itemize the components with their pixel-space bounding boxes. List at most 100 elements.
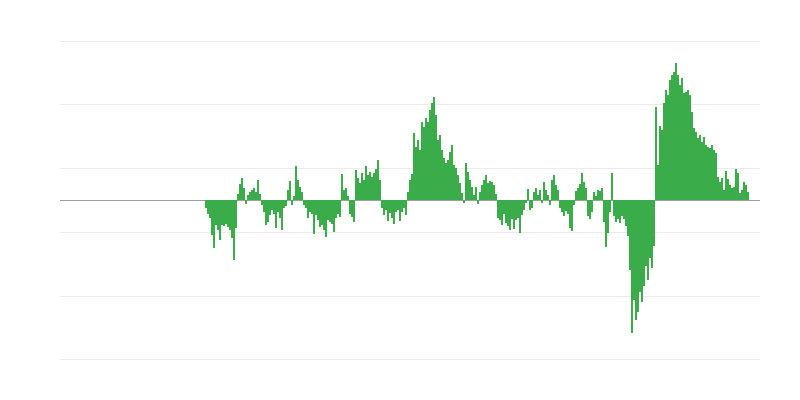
bar bbox=[677, 75, 679, 200]
bar bbox=[549, 200, 551, 205]
bar bbox=[353, 200, 355, 222]
bar bbox=[543, 182, 545, 200]
bar bbox=[575, 191, 577, 200]
bar bbox=[265, 200, 267, 225]
bar bbox=[665, 90, 667, 200]
gridline bbox=[60, 359, 760, 360]
bar bbox=[239, 184, 241, 200]
gridline bbox=[60, 232, 760, 233]
bar bbox=[359, 183, 361, 200]
bar bbox=[461, 193, 463, 200]
bar bbox=[697, 138, 699, 200]
bar bbox=[337, 200, 339, 214]
gridline bbox=[60, 104, 760, 105]
bar bbox=[565, 200, 567, 211]
bar bbox=[405, 200, 407, 215]
bar bbox=[685, 92, 687, 200]
bar bbox=[379, 180, 381, 200]
bar bbox=[431, 103, 433, 200]
bar bbox=[325, 200, 327, 237]
bar bbox=[293, 196, 295, 200]
bar bbox=[211, 200, 213, 235]
bar bbox=[661, 130, 663, 200]
bar bbox=[531, 200, 533, 208]
bar bbox=[407, 192, 409, 200]
bar bbox=[535, 188, 537, 200]
bar bbox=[327, 200, 329, 220]
bar bbox=[321, 200, 323, 225]
bar bbox=[725, 171, 727, 200]
bar bbox=[319, 200, 321, 227]
bar bbox=[585, 188, 587, 200]
bar bbox=[261, 200, 263, 205]
bar bbox=[537, 195, 539, 200]
bar bbox=[599, 191, 601, 200]
bar bbox=[351, 200, 353, 217]
bar bbox=[423, 127, 425, 200]
bar bbox=[389, 200, 391, 213]
bar bbox=[699, 135, 701, 200]
bar bbox=[281, 200, 283, 230]
bar bbox=[243, 188, 245, 200]
bar bbox=[573, 200, 575, 205]
bar bbox=[687, 90, 689, 200]
bar bbox=[221, 200, 223, 225]
bar bbox=[735, 169, 737, 200]
bar bbox=[463, 200, 465, 203]
bar bbox=[501, 200, 503, 225]
bar bbox=[525, 200, 527, 203]
bar bbox=[587, 200, 589, 216]
bar bbox=[559, 200, 561, 208]
bar bbox=[459, 183, 461, 200]
bar bbox=[465, 163, 467, 200]
bar bbox=[603, 200, 605, 222]
bar bbox=[513, 200, 515, 229]
bar bbox=[539, 190, 541, 200]
bar bbox=[627, 200, 629, 236]
bar bbox=[391, 200, 393, 218]
bar bbox=[591, 200, 593, 212]
bar bbox=[547, 195, 549, 200]
bar bbox=[571, 200, 573, 231]
bar bbox=[421, 122, 423, 200]
bar bbox=[715, 153, 717, 200]
bar bbox=[527, 189, 529, 200]
bar bbox=[723, 190, 725, 200]
bar bbox=[707, 147, 709, 200]
bar bbox=[651, 200, 653, 268]
bar bbox=[249, 192, 251, 200]
bar bbox=[441, 150, 443, 200]
bar bbox=[647, 200, 649, 280]
bar bbox=[659, 126, 661, 200]
bar bbox=[569, 200, 571, 228]
bar bbox=[621, 200, 623, 216]
bar bbox=[289, 181, 291, 200]
bar bbox=[473, 195, 475, 200]
bar bbox=[669, 80, 671, 200]
bar bbox=[451, 145, 453, 200]
bar bbox=[413, 133, 415, 200]
bar bbox=[237, 194, 239, 200]
bar bbox=[339, 200, 341, 217]
bar bbox=[439, 135, 441, 200]
bar bbox=[485, 175, 487, 200]
bar bbox=[489, 181, 491, 200]
bar bbox=[593, 192, 595, 200]
bar bbox=[625, 200, 627, 226]
bar bbox=[615, 200, 617, 222]
bar bbox=[479, 192, 481, 200]
bar bbox=[747, 192, 749, 200]
bar bbox=[449, 152, 451, 200]
bar bbox=[491, 182, 493, 200]
bar bbox=[577, 188, 579, 200]
bar bbox=[611, 173, 613, 200]
bar bbox=[305, 200, 307, 208]
bar bbox=[719, 182, 721, 200]
bar bbox=[309, 200, 311, 212]
bar bbox=[631, 200, 633, 333]
bar bbox=[401, 200, 403, 212]
bar bbox=[579, 184, 581, 200]
bar bbox=[445, 163, 447, 200]
bar bbox=[739, 193, 741, 200]
